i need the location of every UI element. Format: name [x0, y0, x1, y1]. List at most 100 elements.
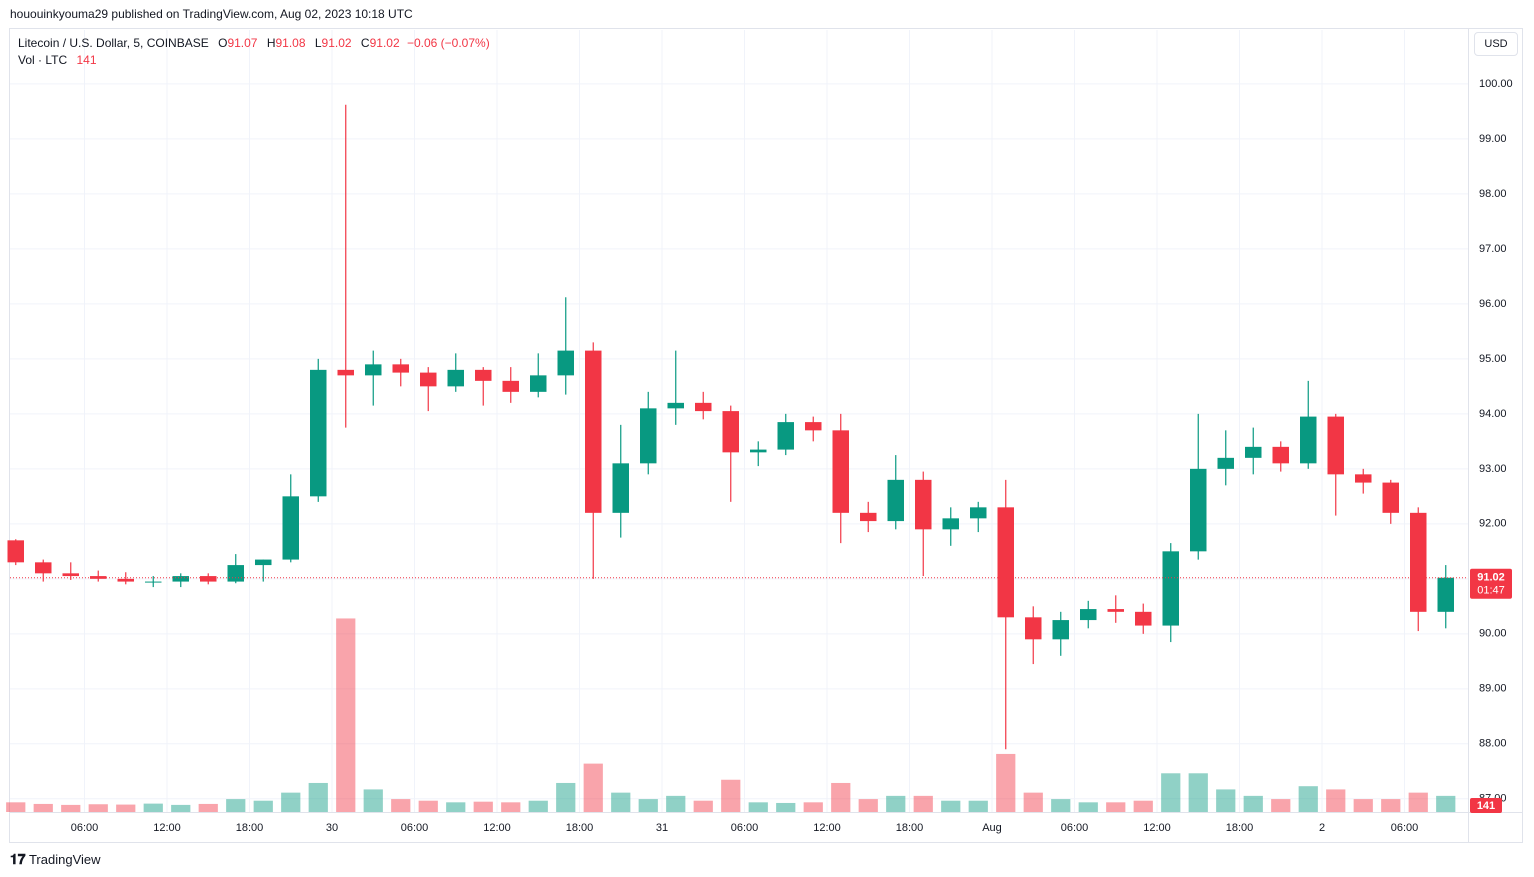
y-tick-label: 98.00 — [1479, 188, 1507, 200]
x-tick-label: 18:00 — [1226, 822, 1254, 834]
volume-bar — [1188, 773, 1208, 812]
candle-body — [227, 565, 244, 582]
y-tick-label: 97.00 — [1479, 243, 1507, 255]
candle-body — [420, 372, 437, 387]
change: −0.06 (−0.07%) — [406, 36, 490, 50]
volume-bar — [281, 792, 301, 812]
candle-body — [1327, 416, 1344, 475]
ohlc-value: 91.07 — [227, 36, 258, 50]
candle-body — [447, 369, 464, 387]
candle-body — [695, 402, 712, 412]
volume-bar — [171, 804, 191, 812]
volume-bar — [1381, 799, 1401, 812]
candle-body — [667, 402, 684, 409]
volume-bar — [198, 803, 218, 812]
x-tick-label: 18:00 — [896, 822, 924, 834]
currency-button[interactable]: USD — [1474, 32, 1518, 56]
candle-body — [1190, 468, 1207, 552]
volume-bar — [941, 800, 961, 812]
volume-bar — [1078, 802, 1098, 812]
candle-body — [530, 375, 547, 392]
volume-bar — [88, 804, 108, 812]
ohlc-label: C — [360, 36, 370, 50]
candle-body — [1410, 512, 1427, 612]
candle-body — [612, 463, 629, 513]
volume-bar — [1243, 795, 1263, 812]
volume-bar — [721, 779, 741, 812]
volume-bar — [116, 804, 136, 812]
y-tick-label: 89.00 — [1479, 683, 1507, 695]
x-tick-label: 06:00 — [71, 822, 99, 834]
candle-body — [1300, 416, 1317, 464]
candle-body — [35, 562, 52, 574]
y-tick-label: 92.00 — [1479, 518, 1507, 530]
candle-body — [7, 540, 24, 563]
volume-bar — [1216, 789, 1236, 812]
volume-bar — [1106, 802, 1126, 812]
candle-body — [255, 559, 272, 566]
candle-body — [777, 422, 794, 450]
ohlc-value: 91.08 — [275, 36, 306, 50]
x-tick-label: 12:00 — [153, 822, 181, 834]
candle-body — [310, 369, 327, 497]
volume-bar — [446, 802, 466, 812]
x-tick-label: 30 — [326, 822, 338, 834]
volume-bar — [693, 800, 713, 812]
x-tick-label: 06:00 — [1061, 822, 1089, 834]
candle-body — [502, 380, 519, 392]
y-tick-label: 95.00 — [1479, 353, 1507, 365]
x-tick-label: 06:00 — [401, 822, 429, 834]
ohlc-label: H — [266, 36, 276, 50]
volume-bar — [803, 802, 823, 812]
volume-bar — [638, 799, 658, 812]
publish-header: hououinkyouma29 published on TradingView… — [10, 7, 413, 21]
volume-bar — [1161, 773, 1181, 812]
volume-bar — [1326, 789, 1346, 812]
volume-bar — [1298, 786, 1318, 812]
candle-body — [117, 578, 134, 582]
ohlc-label: L — [314, 36, 322, 50]
ohlc-label: O — [218, 36, 228, 50]
candle-body — [1245, 446, 1262, 458]
candle-body — [90, 576, 107, 579]
price-tag-countdown: 01:47 — [1477, 585, 1505, 597]
price-tag-value: 91.02 — [1477, 572, 1505, 584]
y-tick-label: 99.00 — [1479, 133, 1507, 145]
volume-bar — [61, 804, 81, 812]
volume-bar — [831, 782, 851, 812]
volume-tag-value: 141 — [1477, 800, 1495, 812]
candle-body — [337, 369, 354, 376]
volume-bar — [6, 802, 26, 812]
y-tick-label: 96.00 — [1479, 298, 1507, 310]
volume-bar — [858, 799, 878, 812]
candle-body — [1437, 577, 1454, 612]
candle-body — [1025, 617, 1042, 640]
candle-body — [392, 364, 409, 373]
candle-body — [915, 479, 932, 530]
candle-body — [365, 364, 382, 376]
x-tick-label: 31 — [656, 822, 668, 834]
candle-body — [172, 576, 189, 582]
chart-frame — [9, 28, 1523, 843]
volume-bar — [33, 803, 53, 812]
volume-bar — [308, 782, 328, 812]
candle-body — [640, 408, 657, 464]
footer-brand: 𝟏𝟕 TradingView — [10, 851, 101, 868]
candle-body — [1080, 609, 1097, 621]
volume-bar — [501, 802, 521, 812]
volume-tag — [1470, 798, 1502, 813]
candle-body — [1382, 482, 1399, 513]
candle-body — [997, 507, 1014, 618]
candle-body — [970, 507, 987, 519]
candle-body — [887, 479, 904, 522]
candle-body — [1162, 551, 1179, 626]
y-tick-label: 93.00 — [1479, 463, 1507, 475]
candle-body — [1107, 609, 1124, 612]
y-tick-label: 88.00 — [1479, 738, 1507, 750]
candle-body — [805, 422, 822, 431]
volume-bar — [1023, 792, 1043, 812]
volume-bar — [776, 802, 796, 812]
brand: TradingView — [28, 852, 101, 867]
symbol: Litecoin / U.S. Dollar, 5, COINBASE — [18, 36, 209, 50]
